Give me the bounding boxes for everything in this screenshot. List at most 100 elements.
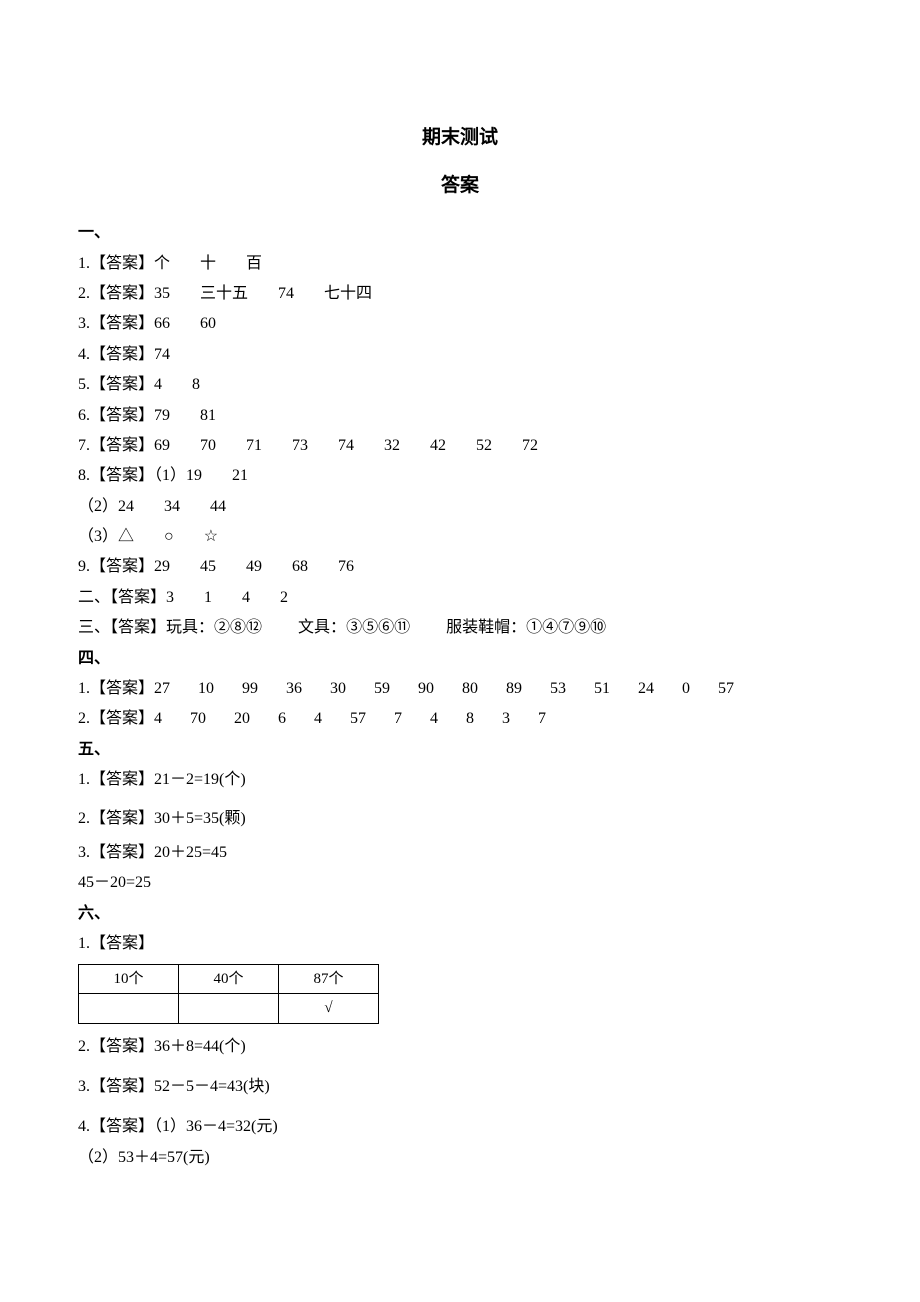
table-cell [179, 994, 279, 1024]
s4-q2: 2.【答案】47020645774837 [78, 704, 842, 734]
s4-q1-v2: 99 [242, 680, 258, 697]
s5-q1-expr: 21－2=19(个) [154, 771, 246, 788]
s1-q6-v1: 81 [200, 407, 216, 424]
s1-q8-sub3-v2: ☆ [204, 528, 218, 545]
table-cell: √ [279, 994, 379, 1024]
s1-q9-v2: 49 [246, 558, 262, 575]
s4-q1-prefix: 1.【答案】 [78, 680, 154, 697]
s1-q1: 1.【答案】个十百 [78, 249, 842, 279]
s6-q1-prefix-line: 1.【答案】 [78, 929, 842, 959]
s1-q7-v7: 52 [476, 437, 492, 454]
s1-q7-prefix: 7.【答案】 [78, 437, 154, 454]
s4-q1: 1.【答案】271099363059908089535124057 [78, 674, 842, 704]
s4-q1-v5: 59 [374, 680, 390, 697]
s5-q2-expr: 30＋5=35(颗) [154, 810, 246, 827]
s4-q1-v7: 80 [462, 680, 478, 697]
s2-v3: 2 [280, 589, 288, 606]
s5-q3a: 3.【答案】20＋25=45 [78, 838, 842, 868]
s1-q4-v0: 74 [154, 346, 170, 363]
s1-q7-v2: 71 [246, 437, 262, 454]
s1-q1-v1: 十 [200, 255, 216, 272]
s1-q9-v3: 68 [292, 558, 308, 575]
s4-q2-v5: 57 [350, 710, 366, 727]
s1-q7-v0: 69 [154, 437, 170, 454]
s1-q1-v0: 个 [154, 255, 170, 272]
section4-head: 四、 [78, 644, 842, 674]
section1-head: 一、 [78, 218, 842, 248]
s1-q8-sub2-v0: 24 [118, 498, 134, 515]
s3-g2-label: 服装鞋帽： [446, 619, 526, 636]
table-cell: 10个 [79, 964, 179, 994]
s6-q1-prefix: 1.【答案】 [78, 935, 154, 952]
s2-prefix: 二、【答案】 [78, 589, 166, 606]
page-subtitle: 答案 [78, 168, 842, 204]
s1-q1-prefix: 1.【答案】 [78, 255, 154, 272]
s1-q7-v8: 72 [522, 437, 538, 454]
s4-q1-v10: 51 [594, 680, 610, 697]
s1-q9-v4: 76 [338, 558, 354, 575]
s6-q4-sub2: （2）53＋4=57(元) [78, 1143, 842, 1173]
s6-q4-sub2-expr: 53＋4=57(元) [118, 1149, 210, 1166]
s2-v2: 4 [242, 589, 250, 606]
s5-q1-prefix: 1.【答案】 [78, 771, 154, 788]
s2-v1: 1 [204, 589, 212, 606]
table-cell [79, 994, 179, 1024]
s1-q5-prefix: 5.【答案】 [78, 376, 154, 393]
s1-q8-sub2-v1: 34 [164, 498, 180, 515]
s4-q2-v2: 20 [234, 710, 250, 727]
table-row: 10个 40个 87个 [79, 964, 379, 994]
table-cell: 87个 [279, 964, 379, 994]
s1-q9-v0: 29 [154, 558, 170, 575]
s1-q7-v5: 32 [384, 437, 400, 454]
s4-q2-v9: 3 [502, 710, 510, 727]
s1-q7-v6: 42 [430, 437, 446, 454]
s1-q8-prefix: 8.【答案】 [78, 467, 154, 484]
s1-q8-sub1: 8.【答案】（1）1921 [78, 461, 842, 491]
s1-q9-prefix: 9.【答案】 [78, 558, 154, 575]
s1-q9: 9.【答案】29 45 49 68 76 [78, 552, 842, 582]
s1-q2-v1: 三十五 [200, 285, 248, 302]
s3-prefix: 三、【答案】 [78, 619, 166, 636]
s1-q8-sub2-label: （2） [78, 498, 118, 515]
s4-q1-v3: 36 [286, 680, 302, 697]
s4-q2-v10: 7 [538, 710, 546, 727]
s4-q2-v0: 4 [154, 710, 162, 727]
s6-q4-sub2-label: （2） [78, 1149, 118, 1166]
s1-q5-v1: 8 [192, 376, 200, 393]
s1-q6: 6.【答案】7981 [78, 401, 842, 431]
s4-q2-v3: 6 [278, 710, 286, 727]
s3-g2-val: ①④⑦⑨⑩ [526, 619, 606, 636]
s1-q2-v3: 七十四 [324, 285, 372, 302]
s1-q5: 5.【答案】48 [78, 370, 842, 400]
s6-q4-sub1-label: （1） [154, 1118, 186, 1135]
s5-q2: 2.【答案】30＋5=35(颗) [78, 804, 842, 834]
s4-q2-v4: 4 [314, 710, 322, 727]
s4-q1-v11: 24 [638, 680, 654, 697]
s4-q2-v6: 7 [394, 710, 402, 727]
s1-q8-sub1-label: （1） [154, 467, 186, 484]
s1-q8-sub1-v1: 21 [232, 467, 248, 484]
s1-q2-prefix: 2.【答案】 [78, 285, 154, 302]
s1-q2-v0: 35 [154, 285, 170, 302]
s1-q4: 4.【答案】74 [78, 340, 842, 370]
section5-head: 五、 [78, 735, 842, 765]
s5-q2-prefix: 2.【答案】 [78, 810, 154, 827]
s4-q1-v12: 0 [682, 680, 690, 697]
s4-q2-prefix: 2.【答案】 [78, 710, 154, 727]
s6-q2: 2.【答案】36＋8=44(个) [78, 1032, 842, 1062]
s4-q1-v13: 57 [718, 680, 734, 697]
s6-q2-expr: 36＋8=44(个) [154, 1038, 246, 1055]
table-cell: 40个 [179, 964, 279, 994]
s1-q8-sub3-label: （3） [78, 528, 118, 545]
s5-q3-prefix: 3.【答案】 [78, 844, 154, 861]
s1-q8-sub2: （2）243444 [78, 492, 842, 522]
s5-q3-expr2: 45－20=25 [78, 874, 151, 891]
s1-q2-v2: 74 [278, 285, 294, 302]
s4-q1-v6: 90 [418, 680, 434, 697]
s1-q9-v1: 45 [200, 558, 216, 575]
s4-q1-v8: 89 [506, 680, 522, 697]
s6-q4-sub1: 4.【答案】（1）36－4=32(元) [78, 1112, 842, 1142]
s6-q3-prefix: 3.【答案】 [78, 1078, 154, 1095]
s3-g0-label: 玩具： [166, 619, 214, 636]
s1-q3-v1: 60 [200, 315, 216, 332]
